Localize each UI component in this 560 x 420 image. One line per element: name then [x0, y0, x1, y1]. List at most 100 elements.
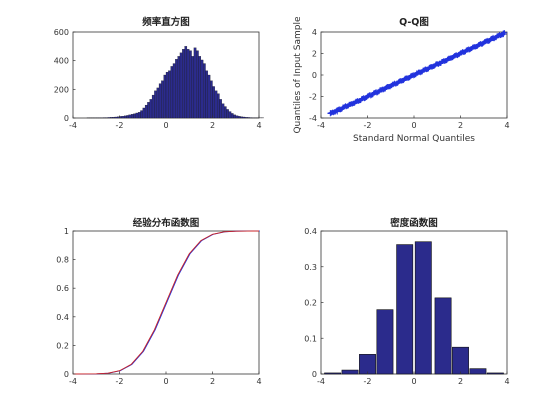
qq-ticks: -4 -2 0 2 4 -4 -2 0 2 4 [309, 28, 510, 130]
ecdf-title: 经验分布函数图 [133, 217, 200, 229]
histogram-bar [224, 106, 227, 119]
histogram-bar [161, 80, 164, 119]
qq-points [327, 30, 508, 117]
histogram-bar [189, 50, 192, 119]
histogram-bar [219, 99, 222, 119]
density-bar [359, 354, 376, 375]
histogram-bar [168, 70, 171, 119]
histogram-bar [163, 74, 167, 119]
histogram-ytick-label: 200 [54, 85, 69, 94]
histogram-bar [144, 104, 148, 119]
histogram-bar [175, 59, 178, 119]
histogram-bar [200, 59, 204, 119]
histogram-bar [237, 116, 241, 119]
histogram-bar [214, 90, 218, 119]
density-ticks: -4 -2 0 2 4 0 0.1 0.2 0.3 0.4 [304, 227, 509, 386]
density-bar [452, 346, 469, 375]
histogram-ticks: -4 -2 0 2 4 0 200 400 600 [54, 28, 262, 130]
qq-ylabel: Quantiles of Input Sample [293, 16, 303, 134]
qq-point [327, 110, 334, 117]
density-bar [376, 309, 394, 375]
histogram-bar [217, 93, 220, 119]
histogram-bar [156, 87, 160, 119]
density-xtick-label: 0 [411, 377, 416, 386]
ecdf-xtick-label: -2 [116, 377, 124, 386]
density-bar [469, 368, 487, 375]
histogram-bar [240, 116, 243, 119]
ecdf-panel: 经验分布函数图 -4 -2 0 2 4 0 0.2 0.4 0.6 0.8 1 [56, 217, 261, 386]
density-xtick-label: -2 [364, 377, 372, 386]
ecdf-xtick-label: -4 [69, 377, 77, 386]
density-xtick-label: 4 [504, 377, 509, 386]
histogram-bar [182, 49, 185, 119]
histogram-ytick-label: 600 [54, 28, 69, 37]
density-panel: 密度函数图 -4 -2 0 2 4 0 0.1 0.2 0.3 0.4 [304, 217, 509, 386]
qq-point [500, 31, 507, 38]
histogram-bar [154, 90, 157, 119]
qq-ytick-label: -4 [309, 114, 317, 123]
histogram-bar [126, 115, 129, 119]
ecdf-ytick-label: 0.4 [56, 313, 69, 322]
density-ytick-label: 0.3 [304, 263, 317, 272]
ecdf-xtick-label: 4 [256, 377, 261, 386]
histogram-bar [128, 114, 132, 119]
histogram-bar [242, 116, 246, 119]
density-ytick-label: 0 [312, 370, 317, 379]
histogram-bar [170, 66, 174, 119]
histogram-bar [165, 72, 169, 119]
histogram-title: 频率直方图 [142, 16, 190, 28]
histogram-bar [186, 49, 190, 119]
density-ytick-label: 0.2 [304, 299, 317, 308]
histogram-bars [86, 46, 264, 119]
ecdf-ytick-label: 0.6 [56, 284, 69, 293]
qq-xtick-label: -4 [317, 121, 325, 130]
histogram-ytick-label: 0 [64, 114, 69, 123]
histogram-bar [212, 86, 215, 119]
histogram-bar [207, 74, 211, 119]
ecdf-ytick-label: 1 [64, 227, 69, 236]
histogram-bar [203, 63, 206, 119]
histogram-xtick-label: -4 [69, 121, 77, 130]
ecdf-ytick-label: 0 [64, 370, 69, 379]
qq-xtick-label: -2 [364, 121, 372, 130]
qq-ytick-label: -2 [309, 93, 317, 102]
density-title: 密度函数图 [389, 217, 438, 229]
histogram-bar [247, 117, 250, 119]
histogram-bar [205, 70, 208, 119]
histogram-xtick-label: 2 [210, 121, 215, 130]
histogram-bar [179, 52, 183, 119]
ecdf-xtick-label: 0 [163, 377, 168, 386]
histogram-bar [110, 117, 113, 119]
density-bar [324, 372, 342, 375]
histogram-ytick-label: 400 [54, 57, 69, 66]
ecdf-curve [72, 230, 260, 375]
ecdf-xtick-label: 2 [210, 377, 215, 386]
density-bar [414, 241, 432, 375]
density-bar [486, 372, 504, 375]
histogram-xtick-label: 4 [256, 121, 261, 130]
histogram-bar [140, 110, 143, 119]
histogram-bar [172, 63, 176, 119]
histogram-bar [124, 115, 127, 119]
histogram-bar [191, 56, 195, 119]
density-axes [320, 230, 508, 375]
qq-point [334, 108, 341, 115]
histogram-panel: 频率直方图 -4 -2 0 2 4 0 200 400 600 [54, 16, 264, 130]
density-bar [434, 297, 452, 375]
density-xtick-label: -4 [317, 377, 325, 386]
histogram-xtick-label: 0 [163, 121, 168, 130]
histogram-bar [131, 114, 134, 119]
density-ytick-label: 0.4 [304, 227, 317, 236]
qq-ytick-label: 0 [312, 71, 317, 80]
histogram-xtick-label: -2 [116, 121, 124, 130]
qq-title: Q-Q图 [399, 17, 429, 28]
density-ytick-label: 0.1 [304, 334, 317, 343]
histogram-bar [151, 94, 155, 119]
histogram-bar [210, 80, 213, 119]
histogram-bar [184, 46, 188, 119]
qq-xtick-label: 0 [411, 121, 416, 130]
qq-ytick-label: 4 [312, 28, 317, 37]
histogram-bar [193, 47, 197, 119]
qq-xlabel: Standard Normal Quantiles [353, 134, 475, 144]
